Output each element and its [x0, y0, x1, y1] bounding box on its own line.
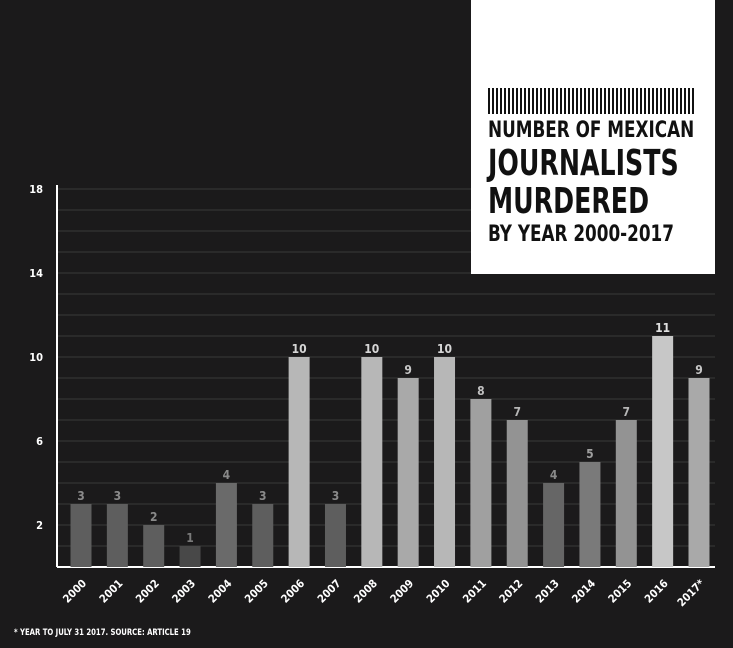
bar-value-label: 7: [623, 405, 631, 419]
x-tick-label: 2009: [388, 577, 417, 606]
title-line-1: NUMBER OF MEXICAN: [488, 118, 695, 143]
bar: [652, 336, 674, 567]
y-tick-label: 10: [29, 351, 43, 364]
bar-value-label: 10: [437, 342, 452, 356]
bar-value-label: 7: [513, 405, 521, 419]
bar-value-label: 3: [114, 489, 122, 503]
bar-value-label: 9: [695, 363, 703, 377]
x-tick-label: 2005: [242, 577, 271, 606]
y-tick-label: 6: [36, 435, 43, 448]
bar: [470, 399, 492, 567]
chart-title: NUMBER OF MEXICAN JOURNALISTS MURDERED B…: [488, 120, 708, 246]
bar-value-label: 4: [550, 468, 558, 482]
bar-value-label: 1: [186, 531, 194, 545]
x-tick-label: 2012: [497, 577, 526, 606]
bar: [179, 546, 201, 567]
bar-value-label: 10: [364, 342, 379, 356]
title-panel: NUMBER OF MEXICAN JOURNALISTS MURDERED B…: [471, 0, 715, 274]
bar: [288, 357, 310, 567]
bar-value-label: 10: [292, 342, 307, 356]
bar: [543, 483, 565, 567]
x-tick-label: 2003: [170, 577, 199, 606]
bar: [579, 462, 601, 567]
bar: [615, 420, 637, 567]
bar-value-label: 9: [404, 363, 412, 377]
bar-value-label: 3: [77, 489, 85, 503]
y-tick-label: 14: [29, 267, 43, 280]
x-tick-label: 2010: [424, 577, 453, 606]
x-tick-label: 2013: [533, 577, 562, 606]
bar: [106, 504, 128, 567]
x-tick-label: 2011: [460, 577, 489, 606]
bar: [361, 357, 383, 567]
bar-value-label: 3: [332, 489, 340, 503]
bar-value-label: 8: [477, 384, 485, 398]
bar: [70, 504, 92, 567]
barcode-decoration: [488, 88, 694, 114]
bar: [324, 504, 346, 567]
title-line-2: JOURNALISTS: [488, 143, 679, 184]
x-tick-label: 2016: [642, 577, 671, 606]
footnote: * YEAR TO JULY 31 2017. SOURCE: ARTICLE …: [14, 628, 191, 638]
x-tick-label: 2002: [133, 577, 162, 606]
x-tick-label: 2008: [351, 577, 380, 606]
x-tick-label: 2017*: [675, 577, 707, 609]
x-tick-label: 2014: [569, 577, 598, 606]
axes: [56, 185, 715, 568]
x-tick-label: 2004: [206, 577, 235, 606]
bar-value-label: 11: [655, 321, 670, 335]
y-tick-label: 18: [29, 183, 43, 196]
x-tick-label: 2006: [279, 577, 308, 606]
y-tick-labels: 2 6 10 14 18: [29, 183, 43, 532]
title-line-3: MURDERED: [488, 181, 650, 222]
bar: [252, 504, 274, 567]
bar: [215, 483, 237, 567]
value-labels: 3 3 2 1 4 3 10 3 10 9 10 8 7 4 5 7 11 9: [77, 321, 703, 545]
bar: [688, 378, 710, 567]
bar: [506, 420, 528, 567]
x-tick-label: 2000: [60, 577, 89, 606]
bar-value-label: 2: [150, 510, 158, 524]
x-tick-label: 2007: [315, 577, 344, 606]
bar-value-label: 5: [586, 447, 594, 461]
bar: [397, 378, 419, 567]
title-line-4: BY YEAR 2000-2017: [488, 222, 674, 247]
bar: [434, 357, 456, 567]
bar-value-label: 3: [259, 489, 267, 503]
x-tick-label: 2001: [97, 577, 126, 606]
x-tick-labels: 2000 2001 2002 2003 2004 2005 2006 2007 2008 2009…: [60, 577, 707, 609]
x-tick-label: 2015: [606, 577, 635, 606]
y-tick-label: 2: [36, 519, 43, 532]
bar-value-label: 4: [223, 468, 231, 482]
bar: [143, 525, 165, 567]
bars: [70, 336, 710, 567]
